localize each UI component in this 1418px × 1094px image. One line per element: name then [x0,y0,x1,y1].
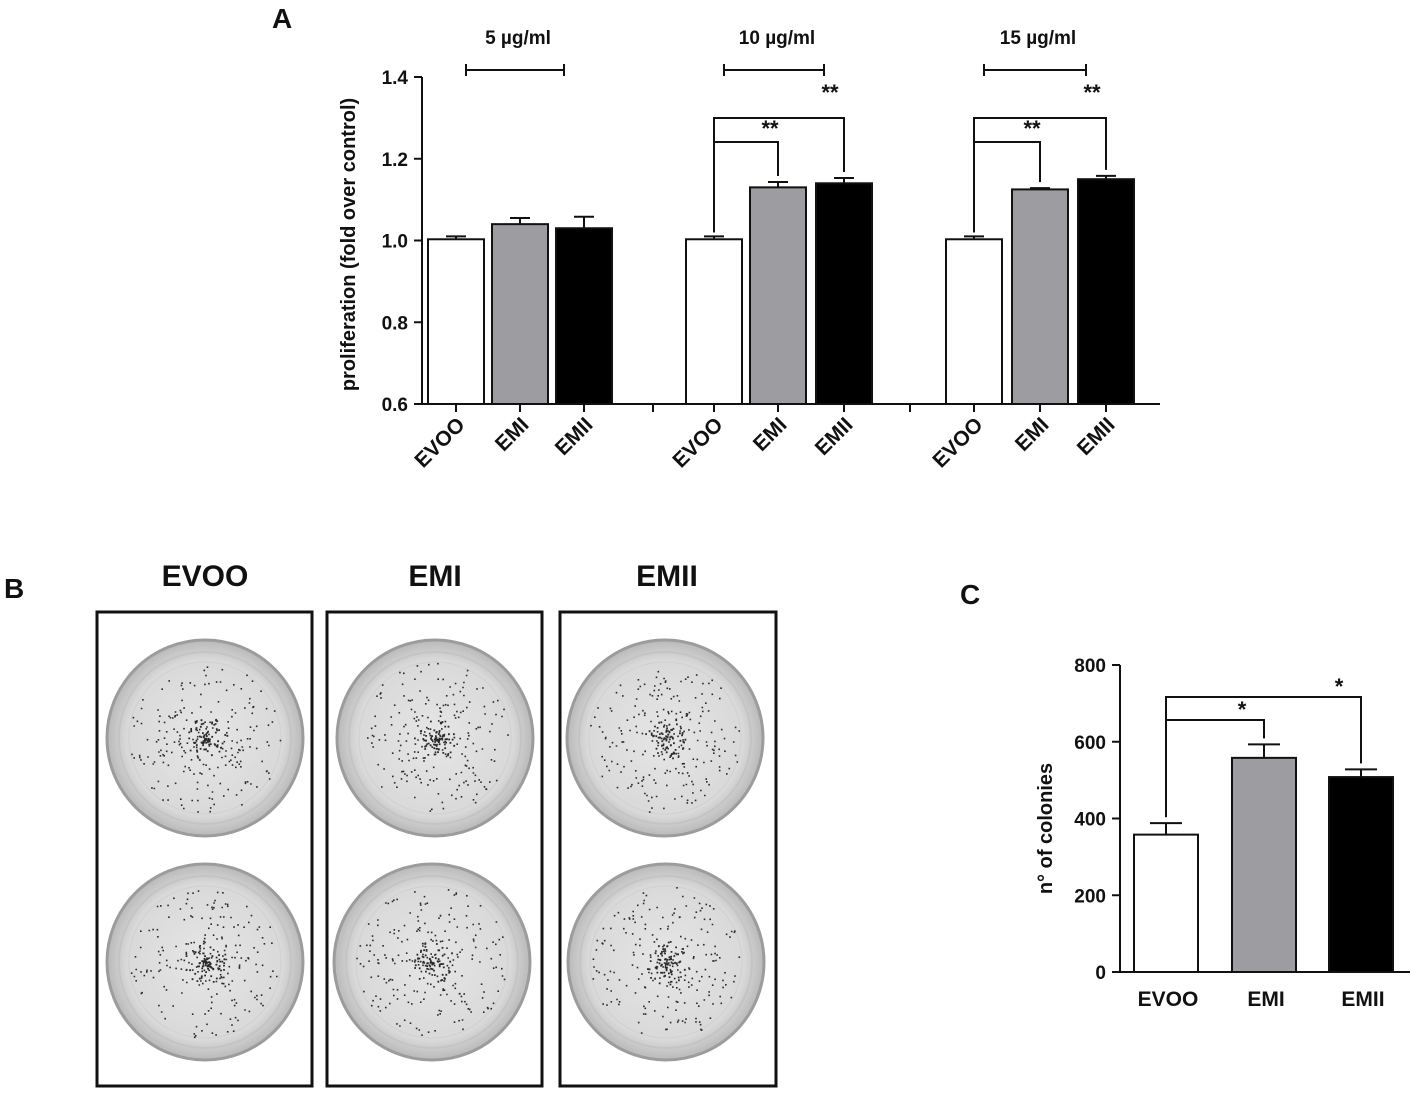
significance-label: ** [1083,80,1101,105]
bar-evoo [427,238,485,405]
panel-letter-b: B [4,573,24,604]
x-tick-label: EMII [1341,988,1384,1011]
chart-panel-a: 0.6 0.8 1.0 1.2 1.4 proliferation (fold over … [338,28,1160,472]
panel-letter-a: A [272,3,292,34]
dish-column-label-evoo: EVOO [162,560,249,593]
petri-dish-rim [128,661,282,815]
y-axis-title: n° of colonies [1035,763,1057,894]
bar-emii [1077,178,1135,405]
concentration-label: 15 µg/ml [1000,28,1076,49]
x-tick-label: EMII [551,413,598,460]
significance-bracket [713,117,845,233]
bar-emii [1328,776,1394,973]
y-tick-label: 800 [1074,656,1106,677]
y-tick-label: 1.4 [382,68,409,89]
y-tick-label: 1.0 [382,232,408,253]
significance-bracket [1165,696,1362,818]
significance-label: ** [1023,116,1041,141]
bar-evoo [685,238,743,405]
bar-evoo [1133,833,1199,973]
bar-emi [749,186,807,405]
x-tick-label: EMII [811,413,858,460]
x-tick-label: EMI [1247,988,1284,1011]
petri-dish-rim [588,661,742,815]
x-tick-label: EMI [1011,413,1054,456]
y-tick-label: 1.2 [382,150,408,171]
colony-dots [130,890,278,1039]
y-axis-title: proliferation (fold over control) [338,98,360,391]
bar-emi [1011,188,1069,405]
petri-dish-rim [589,885,743,1039]
bar-emii [555,227,613,405]
concentration-label: 10 µg/ml [739,28,815,49]
dish-frame-emii [558,610,778,1088]
y-tick-label: 200 [1074,886,1106,907]
significance-label: ** [821,80,839,105]
significance-label: ** [761,116,779,141]
y-tick-label: 600 [1074,733,1106,754]
colony-dots [356,889,506,1036]
x-tick-label: EVOO [410,413,469,472]
significance-label: * [1335,674,1344,699]
concentration-label: 5 µg/ml [485,28,551,49]
petri-dish-rim [128,885,282,1039]
x-tick-label: EVOO [668,413,727,472]
bar-emi [1231,756,1297,973]
y-tick-label: 0.6 [382,395,408,416]
x-tick-label: EVOO [928,413,987,472]
petri-dish-rim [118,875,292,1049]
significance-bracket [973,117,1107,233]
dish-column-label-emi: EMI [408,560,461,593]
petri-dish-rim [355,885,509,1039]
bar-emi [491,223,549,405]
petri-dish-rim [118,651,292,825]
dish-frame-emi [325,610,544,1088]
petri-dish-rim [578,651,752,825]
colony-photos-panel-b: EVOO EMI EMII [95,560,778,1088]
petri-dish-rim [348,651,522,825]
petri-dish-rim [358,661,512,815]
bar-evoo [945,238,1003,405]
y-tick-label: 0 [1095,963,1106,984]
chart-panel-c: 0 200 400 600 800 n° of colonies EVOO EMI EMII * * [1035,656,1410,1011]
x-tick-label: EVOO [1138,988,1199,1011]
petri-dish-rim [345,875,519,1049]
x-tick-label: EMII [1073,413,1120,460]
colony-dots [592,887,741,1034]
petri-dish [566,862,766,1062]
panel-letter-c: C [960,579,980,610]
y-tick-label: 400 [1074,810,1106,831]
colony-dots [131,666,282,813]
significance-label: * [1238,697,1247,722]
bar-emii [815,182,873,405]
petri-dish-rim [579,875,753,1049]
x-tick-label: EMI [749,413,792,456]
x-tick-label: EMI [491,413,534,456]
dish-frame-evoo [95,610,314,1088]
dish-column-label-emii: EMII [636,560,698,593]
y-tick-label: 0.8 [382,313,408,334]
